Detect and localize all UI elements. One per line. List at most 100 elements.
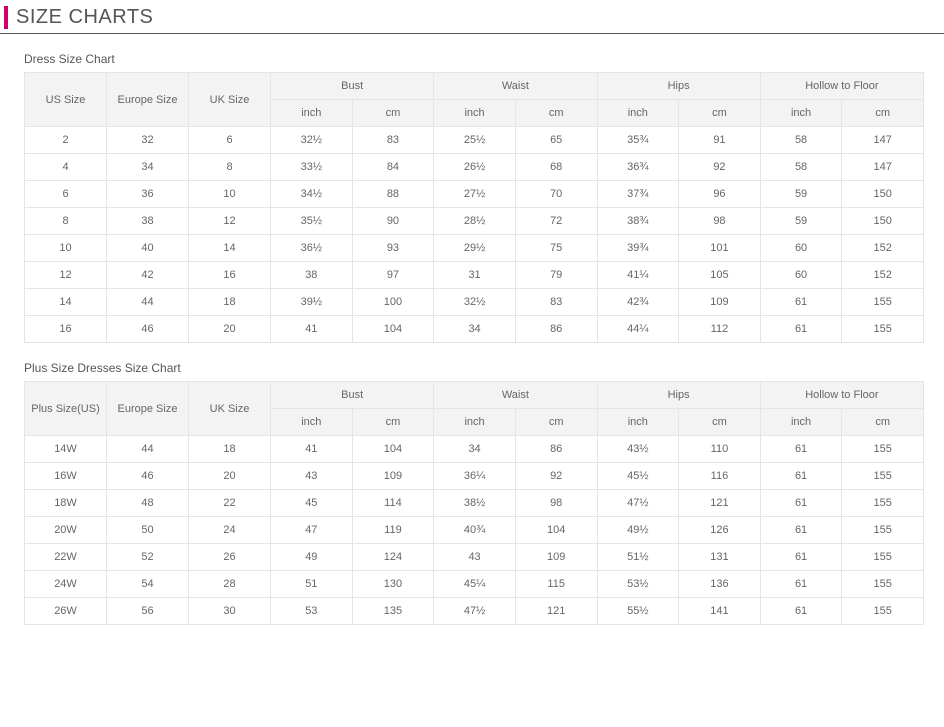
cell-waist_in: 34 <box>434 316 516 343</box>
col-header-hips: Hips <box>597 382 760 409</box>
col-header-hollow: Hollow to Floor <box>760 382 923 409</box>
cell-bust_in: 36½ <box>271 235 353 262</box>
cell-waist_in: 32½ <box>434 289 516 316</box>
cell-hollow_cm: 155 <box>842 463 924 490</box>
cell-europe: 36 <box>107 181 189 208</box>
col-header-bust: Bust <box>271 382 434 409</box>
cell-waist_cm: 109 <box>515 544 597 571</box>
cell-bust_in: 34½ <box>271 181 353 208</box>
unit-header-inch: inch <box>760 100 842 127</box>
cell-waist_in: 38½ <box>434 490 516 517</box>
section-title: Plus Size Dresses Size Chart <box>24 361 944 375</box>
cell-uk: 28 <box>189 571 271 598</box>
cell-waist_cm: 98 <box>515 490 597 517</box>
cell-bust_in: 41 <box>271 316 353 343</box>
col-header-hollow: Hollow to Floor <box>760 73 923 100</box>
cell-hollow_cm: 155 <box>842 289 924 316</box>
cell-hips_in: 42¾ <box>597 289 679 316</box>
cell-hips_in: 47½ <box>597 490 679 517</box>
cell-hollow_cm: 150 <box>842 181 924 208</box>
cell-hollow_in: 61 <box>760 316 842 343</box>
cell-waist_in: 31 <box>434 262 516 289</box>
cell-bust_cm: 88 <box>352 181 434 208</box>
cell-size: 18W <box>25 490 107 517</box>
col-header-bust: Bust <box>271 73 434 100</box>
cell-bust_in: 47 <box>271 517 353 544</box>
cell-waist_cm: 68 <box>515 154 597 181</box>
cell-hips_cm: 92 <box>679 154 761 181</box>
cell-bust_in: 43 <box>271 463 353 490</box>
cell-europe: 54 <box>107 571 189 598</box>
cell-hollow_cm: 155 <box>842 544 924 571</box>
cell-waist_cm: 79 <box>515 262 597 289</box>
cell-waist_in: 29½ <box>434 235 516 262</box>
cell-waist_cm: 104 <box>515 517 597 544</box>
cell-hips_in: 41¼ <box>597 262 679 289</box>
cell-hips_cm: 116 <box>679 463 761 490</box>
cell-waist_in: 45¼ <box>434 571 516 598</box>
cell-bust_in: 38 <box>271 262 353 289</box>
table-row: 1242163897317941¼10560152 <box>25 262 924 289</box>
cell-size: 24W <box>25 571 107 598</box>
cell-bust_in: 49 <box>271 544 353 571</box>
unit-header-cm: cm <box>515 100 597 127</box>
cell-bust_cm: 119 <box>352 517 434 544</box>
cell-hips_cm: 126 <box>679 517 761 544</box>
cell-size: 14W <box>25 436 107 463</box>
cell-uk: 16 <box>189 262 271 289</box>
unit-header-inch: inch <box>760 409 842 436</box>
cell-uk: 30 <box>189 598 271 625</box>
cell-uk: 18 <box>189 436 271 463</box>
cell-size: 12 <box>25 262 107 289</box>
cell-waist_cm: 65 <box>515 127 597 154</box>
cell-hips_cm: 121 <box>679 490 761 517</box>
cell-hollow_in: 61 <box>760 436 842 463</box>
cell-bust_cm: 109 <box>352 463 434 490</box>
cell-bust_in: 41 <box>271 436 353 463</box>
cell-europe: 42 <box>107 262 189 289</box>
cell-waist_in: 40¾ <box>434 517 516 544</box>
cell-uk: 24 <box>189 517 271 544</box>
cell-europe: 50 <box>107 517 189 544</box>
cell-waist_cm: 86 <box>515 436 597 463</box>
cell-hollow_in: 61 <box>760 571 842 598</box>
cell-uk: 20 <box>189 463 271 490</box>
cell-size: 22W <box>25 544 107 571</box>
cell-hollow_in: 60 <box>760 235 842 262</box>
cell-bust_cm: 97 <box>352 262 434 289</box>
cell-bust_in: 39½ <box>271 289 353 316</box>
cell-hollow_cm: 155 <box>842 316 924 343</box>
unit-header-inch: inch <box>271 409 353 436</box>
cell-bust_cm: 84 <box>352 154 434 181</box>
cell-hips_cm: 91 <box>679 127 761 154</box>
cell-hips_cm: 141 <box>679 598 761 625</box>
cell-hips_cm: 96 <box>679 181 761 208</box>
table-row: 232632½8325½6535¾9158147 <box>25 127 924 154</box>
unit-header-cm: cm <box>515 409 597 436</box>
cell-waist_in: 28½ <box>434 208 516 235</box>
cell-uk: 8 <box>189 154 271 181</box>
cell-bust_in: 32½ <box>271 127 353 154</box>
cell-bust_cm: 130 <box>352 571 434 598</box>
cell-hollow_in: 61 <box>760 598 842 625</box>
cell-bust_in: 45 <box>271 490 353 517</box>
unit-header-inch: inch <box>597 409 679 436</box>
table-row: 14441839½10032½8342¾10961155 <box>25 289 924 316</box>
unit-header-cm: cm <box>842 409 924 436</box>
table-row: 434833½8426½6836¾9258147 <box>25 154 924 181</box>
col-header-size: Plus Size(US) <box>25 382 107 436</box>
cell-hips_in: 53½ <box>597 571 679 598</box>
cell-hollow_cm: 150 <box>842 208 924 235</box>
cell-hollow_in: 61 <box>760 517 842 544</box>
table-row: 16W46204310936¼9245½11661155 <box>25 463 924 490</box>
unit-header-cm: cm <box>352 409 434 436</box>
cell-waist_in: 34 <box>434 436 516 463</box>
table-row: 10401436½9329½7539¾10160152 <box>25 235 924 262</box>
cell-uk: 26 <box>189 544 271 571</box>
col-header-size: US Size <box>25 73 107 127</box>
cell-size: 14 <box>25 289 107 316</box>
cell-hips_cm: 101 <box>679 235 761 262</box>
unit-header-cm: cm <box>679 409 761 436</box>
cell-bust_cm: 90 <box>352 208 434 235</box>
cell-size: 6 <box>25 181 107 208</box>
